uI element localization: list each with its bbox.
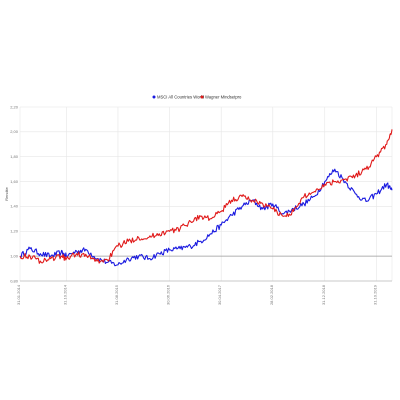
x-tick-label: 30.06.2016 [166,284,171,305]
x-tick-label: 31.10.2014 [62,284,67,305]
y-tick-label: 1,00 [10,253,19,258]
x-tick-label: 31.08.2015 [114,284,119,305]
y-tick-label: 0,80 [10,278,19,283]
legend-label: MSCI All Countries World [157,94,205,99]
grid-layer [19,106,393,282]
y-tick-label: 2,20 [10,104,19,109]
y-tick-label: 2,00 [10,129,19,134]
series-layer [19,129,393,267]
legend-marker [200,95,204,99]
x-tick-label: 31.10.2019 [372,284,377,305]
series-line-1 [19,129,393,264]
x-tick-label: 31.12.2018 [321,284,326,305]
legend-item-0[interactable]: MSCI All Countries World [152,94,205,99]
x-tick-label: 31.01.2014 [16,284,21,305]
legend-label: Wagner Mindsetpro [205,94,242,99]
legend-item-1[interactable]: Wagner Mindsetpro [200,94,243,99]
y-tick-label: 1,40 [10,204,19,209]
axis-layer: 0,80 1,00 1,20 1,40 1,60 1,80 2,00 2,20 31.01.20… [10,104,392,305]
y-tick-label: 1,80 [10,154,19,159]
y-tick-label: 1,60 [10,179,19,184]
legend-marker [152,95,156,99]
y-tick-label: 1,20 [10,229,19,234]
legend[interactable]: MSCI All Countries World Wagner Mindsetpr… [152,94,243,99]
x-tick-label: 30.04.2017 [217,284,222,305]
x-tick-label: 28.02.2018 [269,284,274,305]
y-axis-title: Rendite [4,186,9,201]
